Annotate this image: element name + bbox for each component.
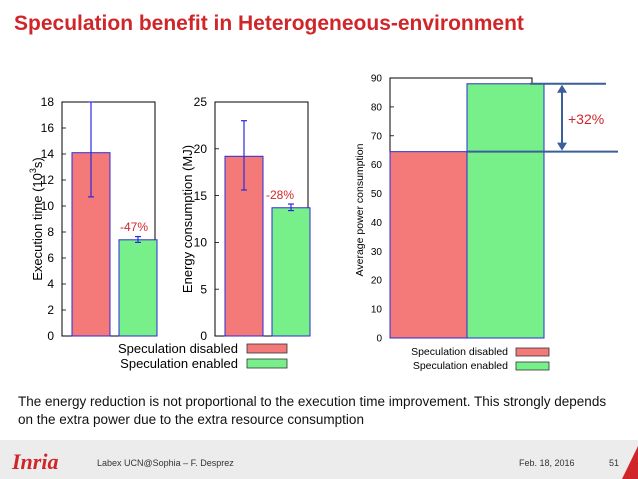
chart3-y-tick-label: 80 bbox=[371, 102, 383, 113]
energy-chart: 0 5 10 15 20 25 Energy consumption (MJ) -28% bbox=[180, 95, 311, 343]
bar-speculation-enabled bbox=[118, 239, 158, 337]
increase-arrow-head-bottom bbox=[557, 142, 567, 151]
chart2-y-tick-label: 0 bbox=[200, 329, 207, 343]
chart3-y-tick-label: 50 bbox=[371, 189, 383, 200]
chart3-y-tick-label: 20 bbox=[371, 276, 383, 287]
legend-left-disabled-label: Speculation disabled bbox=[118, 341, 238, 356]
chart2-y-tick-label: 25 bbox=[194, 95, 208, 109]
chart2-y-axis-label: Energy consumption (MJ) bbox=[180, 145, 195, 293]
chart2-y-tick-label: 10 bbox=[194, 236, 208, 250]
bar-speculation-disabled bbox=[389, 151, 468, 339]
chart1-bars bbox=[71, 101, 158, 337]
chart1-y-tick-label: 6 bbox=[47, 251, 54, 265]
chart1-y-tick-label: 8 bbox=[47, 225, 54, 239]
bar-speculation-enabled bbox=[271, 207, 311, 337]
chart3-y-tick-label: 10 bbox=[371, 305, 383, 316]
chart1-y-tick-label: 2 bbox=[47, 303, 54, 317]
footer-corner-triangle bbox=[622, 446, 638, 479]
chart1-annotation: -47% bbox=[120, 220, 148, 234]
increase-arrow-head-top bbox=[557, 84, 567, 93]
legend-left: Speculation disabled Speculation enabled bbox=[118, 341, 288, 371]
chart3-y-tick-label: 40 bbox=[371, 218, 383, 229]
legend-left-enabled-swatch bbox=[246, 358, 288, 369]
chart1-y-ticks: 0 2 4 6 8 10 12 14 16 18 bbox=[41, 95, 66, 343]
chart3-bars bbox=[389, 83, 545, 339]
chart3-y-tick-label: 30 bbox=[371, 247, 383, 258]
execution-time-chart: 0 2 4 6 8 10 12 14 16 18 Execution time (103s) -4… bbox=[28, 95, 158, 343]
chart3-y-tick-label: 0 bbox=[376, 334, 382, 345]
power-chart: 0 10 20 30 40 50 60 70 80 90 Average power consum… bbox=[354, 74, 618, 345]
chart3-y-axis-label: Average power consumption bbox=[354, 143, 366, 276]
chart1-y-tick-label: 4 bbox=[47, 277, 54, 291]
legend-right-disabled-label: Speculation disabled bbox=[411, 346, 508, 358]
chart1-y-tick-label: 0 bbox=[47, 329, 54, 343]
chart1-y-tick-label: 18 bbox=[41, 95, 55, 109]
charts-canvas: 0 2 4 6 8 10 12 14 16 18 Execution time (103s) -4… bbox=[28, 74, 618, 372]
power-increase-marker bbox=[467, 82, 618, 153]
legend-left-enabled-label: Speculation enabled bbox=[120, 356, 238, 371]
chart2-y-tick-label: 5 bbox=[200, 282, 207, 296]
legend-right: Speculation disabled Speculation enabled bbox=[411, 346, 550, 372]
chart1-y-tick-label: 14 bbox=[41, 147, 55, 161]
chart1-y-tick-label: 16 bbox=[41, 121, 55, 135]
chart3-y-tick-label: 60 bbox=[371, 160, 383, 171]
slide-caption: The energy reduction is not proportional… bbox=[18, 394, 607, 427]
legend-right-enabled-label: Speculation enabled bbox=[413, 360, 508, 372]
legend-right-enabled-swatch bbox=[515, 361, 550, 371]
inria-logo: Inria bbox=[12, 449, 59, 474]
chart2-annotation: -28% bbox=[266, 188, 294, 202]
chart1-y-tick-label: 12 bbox=[41, 173, 55, 187]
chart1-y-axis-label: Execution time (103s) bbox=[28, 157, 45, 281]
chart2-bars bbox=[224, 120, 311, 337]
chart1-y-tick-label: 10 bbox=[41, 199, 55, 213]
footer-author: Labex UCN@Sophia – F. Desprez bbox=[97, 458, 234, 468]
page-number: 51 bbox=[609, 458, 620, 468]
bar-speculation-enabled bbox=[466, 83, 545, 339]
legend-left-disabled-swatch bbox=[246, 343, 288, 354]
legend-right-disabled-swatch bbox=[515, 347, 550, 357]
chart2-y-tick-label: 20 bbox=[194, 142, 208, 156]
footer-date: Feb. 18, 2016 bbox=[519, 458, 575, 468]
footer-bar bbox=[0, 440, 638, 479]
slide-title: Speculation benefit in Heterogeneous-env… bbox=[14, 12, 524, 35]
chart3-y-tick-label: 70 bbox=[371, 131, 383, 142]
chart3-annotation: +32% bbox=[568, 111, 604, 127]
chart2-y-ticks: 0 5 10 15 20 25 bbox=[194, 95, 219, 343]
chart2-y-tick-label: 15 bbox=[194, 189, 208, 203]
chart3-y-tick-label: 90 bbox=[371, 74, 383, 85]
